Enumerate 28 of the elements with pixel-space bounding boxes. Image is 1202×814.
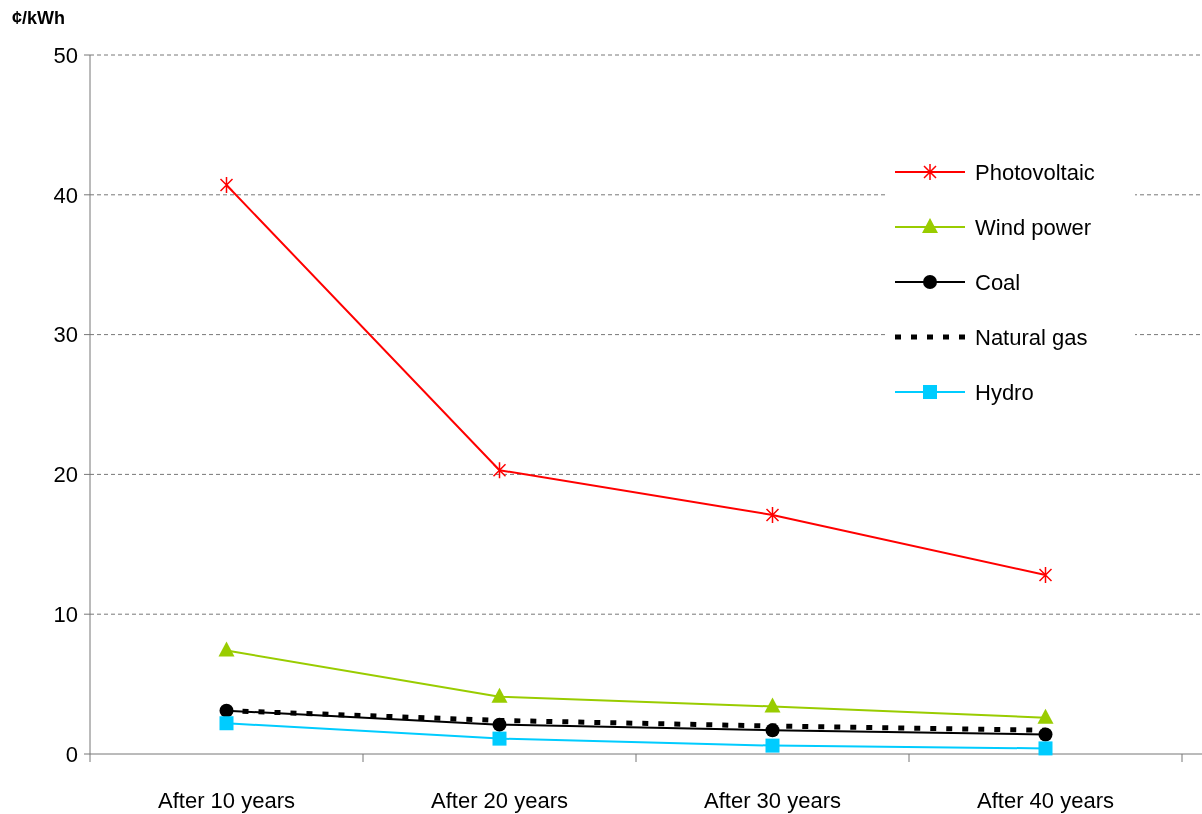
legend-label: Wind power bbox=[975, 214, 1092, 240]
point bbox=[219, 176, 234, 194]
y-tick-label: 40 bbox=[53, 182, 78, 208]
y-tick-label: 0 bbox=[65, 741, 78, 767]
point bbox=[764, 697, 781, 713]
point bbox=[765, 506, 780, 524]
legend-label: Coal bbox=[975, 269, 1021, 295]
point bbox=[1037, 708, 1054, 724]
y-tick-label: 20 bbox=[53, 462, 78, 488]
point bbox=[219, 716, 234, 731]
x-tick-label: After 30 years bbox=[704, 788, 841, 813]
point bbox=[218, 641, 235, 657]
point bbox=[1038, 741, 1053, 756]
x-tick-label: After 10 years bbox=[158, 788, 295, 813]
point bbox=[491, 687, 508, 703]
legend-label: Hydro bbox=[975, 379, 1034, 405]
x-tick-label: After 20 years bbox=[431, 788, 568, 813]
y-axis-title: ¢/kWh bbox=[12, 8, 66, 28]
y-tick-label: 10 bbox=[53, 601, 78, 627]
point bbox=[1038, 566, 1053, 584]
point bbox=[765, 738, 780, 753]
point bbox=[492, 731, 507, 746]
point bbox=[492, 461, 507, 479]
y-tick-label: 30 bbox=[53, 322, 78, 348]
y-tick-label: 50 bbox=[53, 42, 78, 68]
x-tick-label: After 40 years bbox=[977, 788, 1114, 813]
legend-label: Natural gas bbox=[975, 324, 1088, 350]
legend-label: Photovoltaic bbox=[975, 159, 1095, 185]
